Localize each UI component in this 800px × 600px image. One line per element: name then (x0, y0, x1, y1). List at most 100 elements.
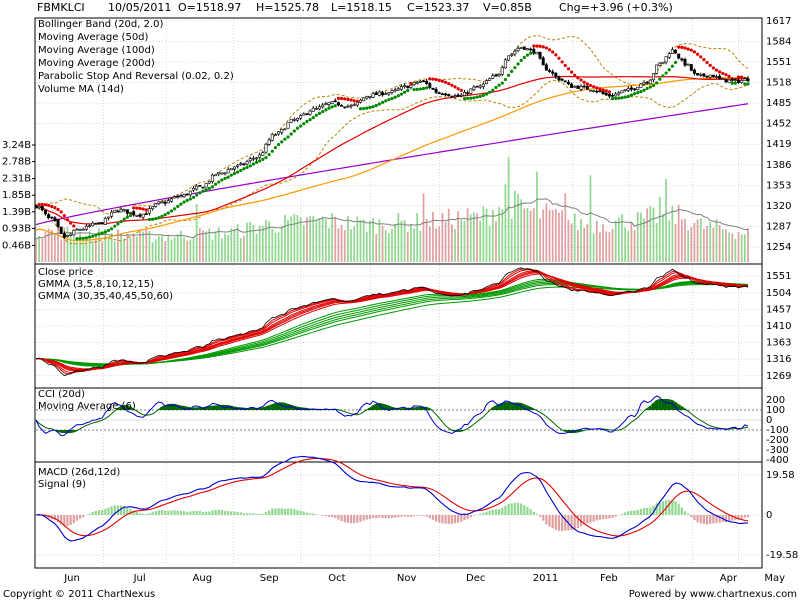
candle-body (223, 172, 227, 175)
macd-histogram-bar (460, 515, 463, 522)
macd-histogram-bar (611, 515, 614, 518)
macd-histogram-bar (293, 509, 296, 515)
candle-body (422, 80, 426, 83)
legend-bollinger: Bollinger Band (20d, 2.0) (38, 19, 164, 30)
volume-bar (580, 219, 582, 262)
candle-body (305, 113, 309, 115)
macd-histogram-bar (283, 508, 286, 515)
macd-histogram-bar (573, 515, 576, 530)
volume-bar (170, 239, 173, 262)
sar-dot (651, 83, 656, 88)
volume-bar (643, 218, 645, 262)
volume-bar (384, 230, 387, 262)
volume-bar (743, 234, 746, 262)
candle-body (336, 102, 340, 106)
macd-histogram-bar (205, 511, 208, 515)
sar-dot (179, 202, 183, 206)
candle-body (617, 92, 621, 95)
volume-bar (608, 232, 611, 262)
macd-histogram-bar (189, 511, 192, 515)
volume-bar (261, 226, 264, 262)
macd-histogram-bar (636, 509, 639, 515)
macd-histogram-bar (614, 515, 617, 517)
volume-bar (299, 217, 302, 262)
cci-fill-bar (576, 430, 580, 432)
candle-body (466, 92, 470, 94)
macd-histogram-bar (737, 515, 740, 520)
macd-histogram-bar (368, 515, 372, 520)
candle-body (390, 90, 394, 93)
change-label: Chg=+3.96 (+0.3%) (559, 1, 673, 14)
candle-body (576, 85, 580, 89)
date-label: 10/05/2011 (108, 1, 171, 14)
sar-dot (317, 111, 322, 115)
volume-bar (624, 227, 626, 262)
volume-bar (302, 225, 305, 262)
macd-histogram-bar (586, 515, 589, 524)
sar-dot (141, 207, 145, 211)
macd-histogram-bar (324, 515, 327, 517)
cci-fill-bar (166, 404, 170, 410)
cci-fill-bar (655, 400, 659, 410)
volume-bar (558, 212, 560, 262)
macd-histogram-bar (709, 515, 712, 524)
candle-body (604, 92, 608, 96)
volume-tick-label: 0.46B (2, 240, 31, 251)
candle-body (56, 219, 60, 228)
macd-histogram-bar (416, 515, 419, 516)
macd-histogram-bar (655, 503, 658, 515)
volume-bar (488, 225, 491, 262)
candle-body (472, 86, 476, 90)
sar-dot (573, 73, 577, 77)
volume-bar (441, 213, 444, 262)
macd-histogram-bar (592, 515, 595, 522)
macd-histogram-bar (545, 515, 548, 525)
macd-histogram-bar (690, 515, 693, 518)
macd-histogram-bar (182, 511, 186, 515)
sar-dot (642, 88, 646, 92)
candle-body (188, 190, 192, 196)
volume-bar (696, 219, 699, 262)
macd-histogram-bar (135, 511, 138, 515)
sar-dot (664, 71, 668, 75)
cci-tick-label: -300 (766, 445, 789, 456)
candle-body (34, 204, 38, 209)
sar-dot (743, 82, 747, 86)
macd-histogram-bar (630, 510, 633, 515)
candle-body (280, 128, 284, 133)
cci-fill-bar (160, 406, 164, 410)
sar-dot (371, 105, 375, 109)
candle-body (711, 74, 715, 78)
sar-dot (59, 210, 63, 214)
volume-bar (718, 225, 721, 262)
macd-histogram-bar (211, 510, 214, 515)
macd-histogram-bar (513, 502, 516, 515)
legend-ma50: Moving Average (50d) (38, 32, 149, 43)
volume-bar (277, 232, 280, 262)
candle-body (409, 84, 413, 88)
sar-dot (692, 50, 697, 54)
candle-body (214, 174, 218, 177)
gmma-tick-label: 1504 (766, 288, 791, 299)
candle-body (135, 215, 139, 217)
candle-body (541, 57, 545, 66)
volume-bar (167, 235, 170, 262)
candle-body (173, 196, 177, 199)
candle-body (680, 58, 684, 61)
sar-dot (195, 193, 199, 197)
volume-bar (202, 230, 204, 262)
volume-bar (104, 228, 107, 262)
macd-histogram-bar (63, 515, 66, 527)
sar-dot (582, 80, 586, 84)
volume-bar (154, 239, 157, 262)
gmma-tick-label: 1316 (766, 354, 791, 365)
candle-body (368, 96, 372, 98)
candle-body (494, 74, 498, 77)
candle-body (626, 88, 630, 91)
candle-body (374, 92, 378, 96)
candle-body (311, 107, 315, 112)
sar-dot (403, 90, 407, 94)
macd-histogram-bar (242, 513, 246, 515)
macd-histogram-bar (696, 515, 699, 523)
macd-histogram-bar (482, 512, 485, 515)
